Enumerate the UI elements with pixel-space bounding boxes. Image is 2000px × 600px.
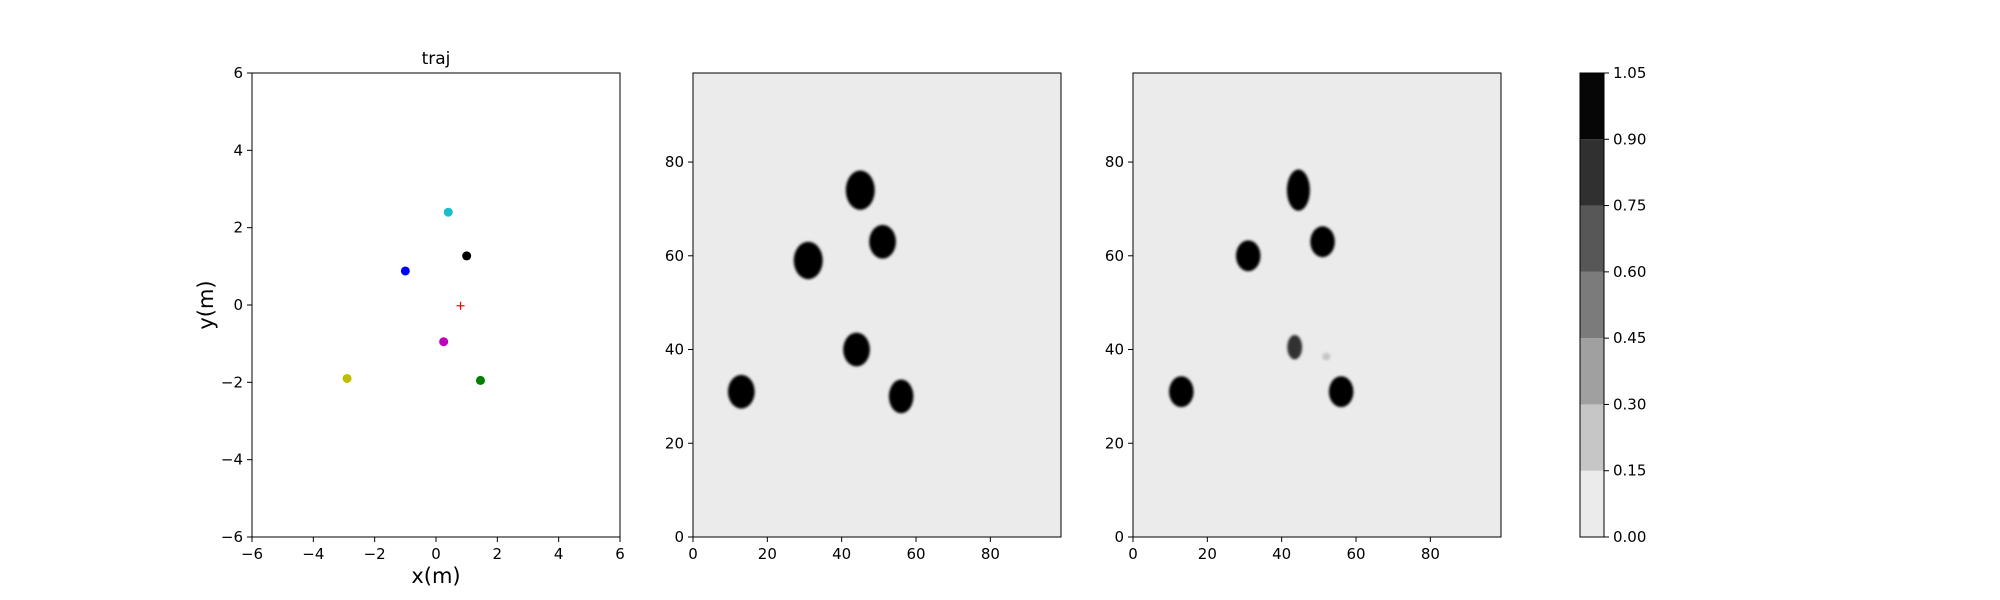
trajectory-point	[400, 266, 410, 276]
map-2-x-tick-label: 60	[1346, 545, 1365, 563]
colorbar-tick-label: 1.05	[1613, 64, 1646, 82]
colorbar-tick-label: 0.45	[1613, 329, 1646, 347]
map-1-y-tick-label: 60	[665, 247, 684, 265]
map-2-blob	[1286, 169, 1310, 211]
trajectory-x-tick-label: 2	[493, 545, 503, 563]
colorbar-band	[1580, 205, 1604, 272]
map-2-blobs	[1169, 169, 1354, 408]
map-1-background	[693, 73, 1061, 537]
colorbar-ticks: 0.00 0.15 0.30 0.45 0.60 0.75 0.90 1.05	[1604, 64, 1646, 546]
map-1-blob	[727, 374, 755, 409]
map-1-blobs	[727, 170, 914, 414]
map-2-blob	[1328, 376, 1354, 408]
trajectory-plot: traj −6 −4 −2 0 2 4 6 −6 −4 −2 0 2 4 6 x(m) y(m)	[194, 49, 625, 588]
map-1-blob	[888, 379, 914, 414]
trajectory-axes-frame	[251, 72, 621, 538]
map-1-blob	[869, 224, 896, 259]
colorbar-tick-label: 0.75	[1613, 197, 1646, 215]
colorbar-tick-label: 0.00	[1613, 528, 1646, 546]
map-1-x-tick-label: 40	[832, 545, 851, 563]
colorbar-band	[1580, 73, 1604, 140]
map-1-y-tick-label: 20	[665, 434, 684, 452]
trajectory-y-tick-label: −6	[221, 528, 243, 546]
map-2-y-tick-label: 0	[1114, 528, 1124, 546]
trajectory-x-tick-label: −2	[364, 545, 386, 563]
trajectory-x-label: x(m)	[411, 564, 460, 588]
map-1-x-tick-label: 60	[906, 545, 925, 563]
trajectory-y-tick-label: 0	[233, 296, 243, 314]
map-2-y-tick-label: 40	[1105, 341, 1124, 359]
map-2-blob	[1322, 352, 1331, 361]
colorbar-tick-label: 0.60	[1613, 263, 1646, 281]
trajectory-x-tick-label: −6	[241, 545, 263, 563]
map-heatmap-2: 0 20 40 60 80 0 20 40 60 80	[1105, 72, 1502, 563]
trajectory-x-tick-label: 0	[431, 545, 441, 563]
target-marker	[456, 301, 465, 310]
map-2-background	[1133, 73, 1501, 537]
trajectory-point	[443, 207, 453, 217]
trajectory-point	[342, 373, 352, 383]
trajectory-points	[342, 207, 485, 385]
map-2-y-tick-label: 80	[1105, 153, 1124, 171]
map-2-blob	[1169, 376, 1194, 408]
colorbar-band	[1580, 404, 1604, 471]
colorbar-band	[1580, 338, 1604, 405]
map-2-axes-frame	[1132, 72, 1502, 538]
map-2-blob	[1287, 334, 1303, 360]
map-2-x-tick-label: 20	[1198, 545, 1217, 563]
trajectory-y-label: y(m)	[194, 280, 218, 329]
map-1-blob	[845, 170, 875, 210]
colorbar-band	[1580, 271, 1604, 339]
trajectory-y-tick-label: −4	[221, 451, 243, 469]
colorbar-tick-label: 0.30	[1613, 395, 1646, 413]
colorbar-bands	[1580, 73, 1604, 537]
trajectory-point	[439, 337, 449, 347]
map-2-y-tick-label: 20	[1105, 434, 1124, 452]
colorbar-band	[1580, 139, 1604, 206]
map-1-blob	[843, 332, 870, 367]
map-1-axes-frame	[692, 72, 1062, 538]
map-2-x-tick-label: 80	[1421, 545, 1440, 563]
map-2-blob	[1310, 226, 1335, 258]
trajectory-x-tick-label: −4	[302, 545, 324, 563]
trajectory-y-tick-label: 4	[233, 141, 243, 159]
map-2-x-tick-label: 0	[1128, 545, 1138, 563]
map-2-y-tick-label: 60	[1105, 247, 1124, 265]
trajectory-ticks: −6 −4 −2 0 2 4 6 −6 −4 −2 0 2 4 6	[221, 64, 625, 563]
map-2-x-tick-label: 40	[1272, 545, 1291, 563]
colorbar-tick-label: 0.90	[1613, 130, 1646, 148]
trajectory-y-tick-label: 6	[233, 64, 243, 82]
map-1-x-tick-label: 20	[758, 545, 777, 563]
colorbar-tick-label: 0.15	[1613, 462, 1646, 480]
map-2-blob	[1235, 240, 1261, 272]
map-1-y-tick-label: 40	[665, 341, 684, 359]
map-1-x-tick-label: 80	[981, 545, 1000, 563]
trajectory-y-tick-label: −2	[221, 373, 243, 391]
trajectory-point	[462, 251, 472, 261]
trajectory-x-tick-label: 6	[615, 545, 625, 563]
map-2-ticks: 0 20 40 60 80 0 20 40 60 80	[1105, 153, 1440, 563]
trajectory-title: traj	[422, 49, 451, 69]
map-1-blob	[793, 241, 823, 280]
map-1-y-tick-label: 80	[665, 153, 684, 171]
map-heatmap-1: 0 20 40 60 80 0 20 40 60 80	[665, 72, 1062, 563]
colorbar: 0.00 0.15 0.30 0.45 0.60 0.75 0.90 1.05	[1579, 64, 1646, 546]
colorbar-band	[1580, 470, 1604, 537]
map-1-y-tick-label: 0	[674, 528, 684, 546]
colorbar-frame	[1579, 72, 1605, 538]
trajectory-y-tick-label: 2	[233, 219, 243, 237]
trajectory-point	[475, 375, 485, 385]
map-1-ticks: 0 20 40 60 80 0 20 40 60 80	[665, 153, 1000, 563]
map-1-x-tick-label: 0	[688, 545, 698, 563]
trajectory-x-tick-label: 4	[554, 545, 564, 563]
